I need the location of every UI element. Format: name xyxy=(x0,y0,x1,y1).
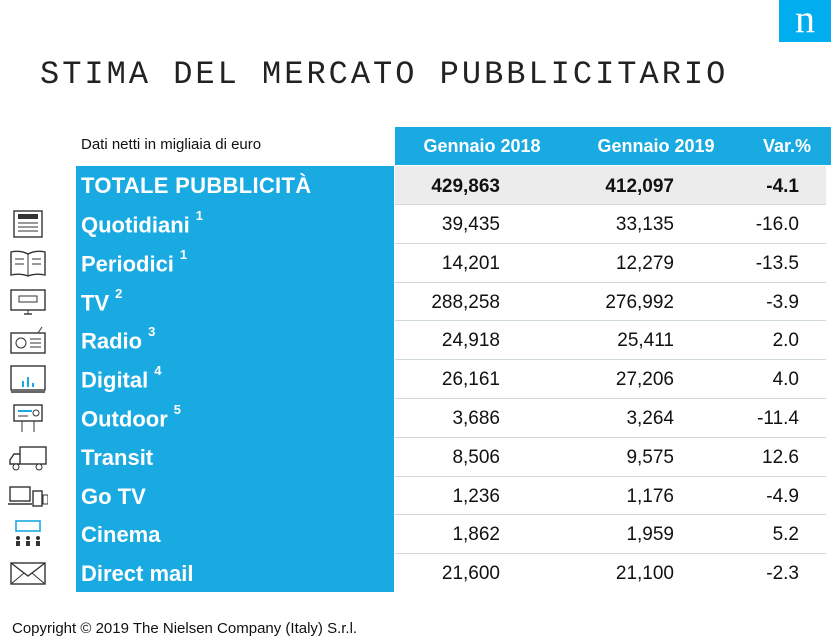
value-cell-2018: 26,161 xyxy=(441,369,500,391)
billboard-icon xyxy=(8,403,48,433)
row-divider xyxy=(395,281,826,283)
units-note: Dati netti in migliaia di euro xyxy=(81,136,262,153)
variation-cell: -11.4 xyxy=(757,408,799,429)
column-header-var: Var.% xyxy=(743,127,831,165)
value-cell-2018: 24,918 xyxy=(441,330,500,352)
value-cell-2019: 25,411 xyxy=(617,330,674,352)
row-divider xyxy=(395,553,826,555)
category-label: Radio 3 xyxy=(81,324,155,354)
value-cell-2019: 3,264 xyxy=(626,408,674,429)
category-name: Digital xyxy=(81,367,149,393)
variation-cell: -4.9 xyxy=(766,485,799,507)
tv-icon xyxy=(8,287,48,317)
value-cell-2019: 276,992 xyxy=(605,291,674,313)
category-label: Outdoor 5 xyxy=(81,402,181,432)
value-cell-2019: 9,575 xyxy=(626,446,674,468)
cinema-icon xyxy=(8,519,48,549)
copyright-footer: Copyright © 2019 The Nielsen Company (It… xyxy=(12,620,358,637)
total-label: TOTALE PUBBLICITÀ xyxy=(81,173,312,198)
footnote-marker: 1 xyxy=(195,208,203,223)
column-header-2019: Gennaio 2019 xyxy=(569,127,743,165)
footnote-marker: 4 xyxy=(154,363,162,379)
value-cell-2018: 1,236 xyxy=(452,485,500,507)
category-name: Periodici xyxy=(81,251,174,277)
value-cell-2019: 27,206 xyxy=(615,369,674,391)
category-name: Radio xyxy=(81,328,143,354)
category-label-band xyxy=(76,166,394,592)
value-cell-2018: 1,862 xyxy=(452,524,500,546)
variation-cell: 4.0 xyxy=(772,369,799,391)
row-divider xyxy=(395,204,826,205)
variation-cell: -3.9 xyxy=(766,291,799,313)
category-name: Cinema xyxy=(81,522,161,548)
category-name: TV xyxy=(81,289,110,315)
row-divider xyxy=(395,320,826,322)
value-cell-2019: 21,100 xyxy=(615,563,674,585)
value-cell-2018: 3,686 xyxy=(452,408,500,429)
category-name: Outdoor xyxy=(81,406,168,432)
category-name: Go TV xyxy=(81,483,146,509)
row-divider xyxy=(395,514,826,516)
total-var: -4.1 xyxy=(766,176,799,197)
row-divider xyxy=(395,242,826,244)
category-name: Direct mail xyxy=(81,561,194,587)
category-label: Direct mail xyxy=(81,561,194,587)
category-label: Quotidiani 1 xyxy=(81,208,203,238)
footnote-marker: 2 xyxy=(115,285,123,301)
footnote-marker: 1 xyxy=(179,246,188,262)
radio-icon xyxy=(8,325,48,355)
variation-cell: -2.3 xyxy=(766,563,799,585)
value-cell-2019: 12,279 xyxy=(615,252,674,274)
value-cell-2019: 1,176 xyxy=(626,485,674,507)
variation-cell: 5.2 xyxy=(772,524,799,546)
nielsen-logo: n xyxy=(779,0,831,42)
total-2018: 429,863 xyxy=(431,176,500,197)
value-cell-2018: 21,600 xyxy=(441,563,500,585)
row-divider xyxy=(395,398,826,399)
total-2019: 412,097 xyxy=(605,176,674,197)
value-cell-2019: 33,135 xyxy=(615,214,674,235)
category-label: Periodici 1 xyxy=(81,247,187,277)
variation-cell: 2.0 xyxy=(772,330,799,352)
envelope-icon xyxy=(8,558,48,588)
newspaper-icon xyxy=(8,209,48,239)
row-divider xyxy=(395,359,826,361)
value-cell-2018: 14,201 xyxy=(441,252,500,274)
category-label: Cinema xyxy=(81,522,160,548)
variation-cell: 12.6 xyxy=(762,446,799,468)
truck-icon xyxy=(8,442,48,472)
category-name: Transit xyxy=(81,444,154,470)
value-cell-2018: 8,506 xyxy=(452,446,500,468)
column-header-2018: Gennaio 2018 xyxy=(395,127,569,165)
variation-cell: -16.0 xyxy=(755,214,799,235)
footnote-marker: 3 xyxy=(148,324,156,340)
devices-icon xyxy=(8,481,49,511)
category-label: Digital 4 xyxy=(81,363,161,393)
variation-cell: -13.5 xyxy=(755,252,799,274)
row-divider xyxy=(395,436,826,438)
monitor-chart-icon xyxy=(8,364,48,394)
category-label: TV 2 xyxy=(81,286,122,316)
value-cell-2019: 1,959 xyxy=(626,524,674,546)
row-divider xyxy=(395,475,826,477)
total-row-background xyxy=(395,166,826,204)
value-cell-2018: 288,258 xyxy=(431,291,500,313)
page-title: STIMA DEL MERCATO PUBBLICITARIO xyxy=(40,56,729,93)
category-label: Go TV xyxy=(81,484,146,510)
category-label: Transit xyxy=(81,445,153,471)
category-name: Quotidiani xyxy=(81,212,190,238)
footnote-marker: 5 xyxy=(173,402,181,417)
magazine-icon xyxy=(8,248,48,278)
value-cell-2018: 39,435 xyxy=(441,214,500,235)
